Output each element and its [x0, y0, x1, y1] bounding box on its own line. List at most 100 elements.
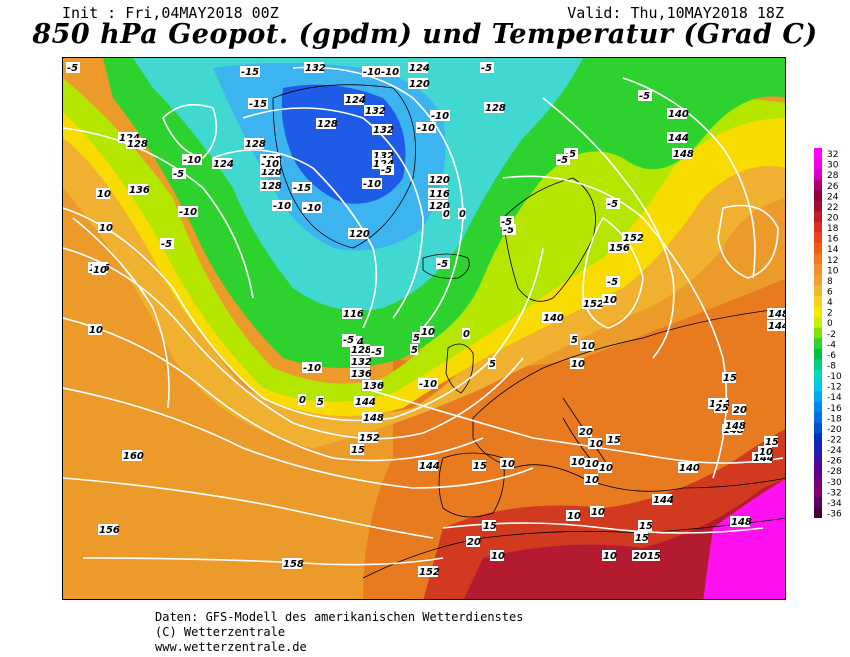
- colorbar-swatch: [814, 200, 822, 212]
- temp-label-bg: [500, 216, 514, 227]
- geopot-label-text: 144: [668, 133, 689, 144]
- temp-label: -10: [418, 378, 438, 390]
- footer-copyright: (C) Wetterzentrale: [155, 625, 286, 639]
- geopot-label-text: 152: [583, 299, 604, 310]
- colorbar-swatch: [814, 380, 822, 392]
- temp-isoline: [717, 204, 779, 279]
- colorbar-label: -4: [827, 340, 836, 350]
- geopot-label-text: 116: [343, 309, 364, 320]
- geopot-label-bg: [128, 184, 148, 195]
- temp-label-text: 20: [733, 405, 747, 416]
- geopot-label: 148: [672, 148, 694, 160]
- geopot-label: 152: [622, 232, 644, 244]
- temp-label-text: 10: [501, 459, 515, 470]
- temp-label-text: 15: [635, 533, 649, 544]
- temp-label: 5: [316, 396, 324, 408]
- temp-label: -5: [66, 62, 80, 74]
- temp-label-text: 10: [89, 325, 103, 336]
- temp-label-text: -5: [371, 347, 382, 358]
- colorbar-label: -30: [827, 478, 842, 488]
- scandinavia-coast: [502, 177, 596, 302]
- colorbar-swatch: [814, 306, 822, 318]
- geopot-isoline: [622, 77, 756, 279]
- colorbar-label: -16: [827, 404, 842, 414]
- temp-label-text: -10: [381, 67, 399, 78]
- temp-label-bg: [602, 294, 616, 305]
- temp-label-bg: [462, 328, 470, 339]
- temp-label-text: -15: [293, 183, 311, 194]
- geopot-label-bg: [767, 308, 785, 319]
- temp-label-bg: [430, 110, 450, 121]
- geopot-label: 148: [724, 420, 746, 432]
- temp-label-text: 15: [723, 373, 737, 384]
- temp-label: 0: [442, 208, 450, 220]
- temp-label-text: -15: [249, 99, 267, 110]
- temp-label: 5: [570, 334, 578, 346]
- temp-label-text: 10: [97, 189, 111, 200]
- temp-label: 15: [638, 520, 653, 532]
- temp-label-text: 10: [571, 457, 585, 468]
- colorbar-swatch: [814, 232, 822, 244]
- colorbar-label: 30: [827, 161, 839, 171]
- geopot-label-bg: [126, 138, 146, 149]
- geopot-label-bg: [358, 432, 378, 443]
- temp-label: 10: [584, 474, 599, 486]
- footer-website-link[interactable]: www.wetterzentrale.de: [155, 640, 307, 654]
- geopot-label-bg: [428, 188, 448, 199]
- temp-label-text: -10: [417, 123, 435, 134]
- temp-label-text: -5: [501, 217, 512, 228]
- geopot-label-bg: [348, 228, 368, 239]
- temp-label-bg: [466, 536, 480, 547]
- colorbar-label: 24: [827, 192, 839, 202]
- geopot-label: 144: [652, 494, 674, 506]
- geopot-label: 120: [428, 200, 450, 212]
- temp-label-text: 10: [603, 551, 617, 562]
- temp-label: -10: [362, 178, 382, 190]
- temp-label-text: 5: [317, 397, 324, 408]
- temp-label-bg: [500, 458, 514, 469]
- colorbar-label: 4: [827, 298, 833, 308]
- temp-label-text: -10: [431, 111, 449, 122]
- init-time-label: Init : Fri,04MAY2018 00Z: [62, 4, 279, 22]
- geopot-label-bg: [622, 232, 642, 243]
- temp-label-bg: [584, 458, 598, 469]
- temp-label-text: 10: [93, 265, 107, 276]
- geopot-label-bg: [372, 124, 392, 135]
- colorbar-swatch: [814, 285, 822, 297]
- temp-label-bg: [380, 66, 400, 77]
- geopot-isoline: [63, 207, 544, 422]
- contour-labels: 1321241281281241321281241281281321321201…: [66, 62, 785, 578]
- geopot-isoline: [542, 97, 675, 359]
- europe-coast: [472, 307, 785, 492]
- colorbar-label: 10: [827, 266, 839, 276]
- temp-isoline: [72, 217, 170, 409]
- temp-label-text: -5: [607, 277, 618, 288]
- geopot-label: 140: [678, 462, 700, 474]
- geopot-label-bg: [678, 462, 698, 473]
- geopot-label: 124: [212, 158, 234, 170]
- temp-label-text: 0: [443, 209, 450, 220]
- temp-label-bg: [370, 346, 384, 357]
- temp-label: -10: [182, 154, 202, 166]
- geopot-isoline: [242, 107, 424, 319]
- temp-label-text: 10: [599, 463, 613, 474]
- temp-label-bg: [556, 154, 570, 165]
- temp-label: 10: [602, 550, 617, 562]
- geopot-label: 120: [408, 78, 430, 90]
- temp-label-bg: [578, 426, 592, 437]
- temp-label-text: 5: [571, 335, 578, 346]
- temp-label: -5: [606, 198, 620, 210]
- temp-isoline: [63, 127, 254, 299]
- temp-label-text: 10: [603, 295, 617, 306]
- temp-label: -5: [380, 164, 394, 176]
- geopot-label-text: 148: [673, 149, 694, 160]
- valid-time-label: Valid: Thu,10MAY2018 18Z: [567, 4, 784, 22]
- colorbar-swatch: [814, 338, 822, 350]
- temp-label: 15: [472, 460, 487, 472]
- geopot-label: 144: [354, 396, 376, 408]
- geopot-label: 120: [348, 228, 370, 240]
- geopot-label: 116: [428, 188, 450, 200]
- temp-label-text: -5: [503, 225, 514, 236]
- temp-label-text: -5: [437, 259, 448, 270]
- colorbar-swatch: [814, 454, 822, 466]
